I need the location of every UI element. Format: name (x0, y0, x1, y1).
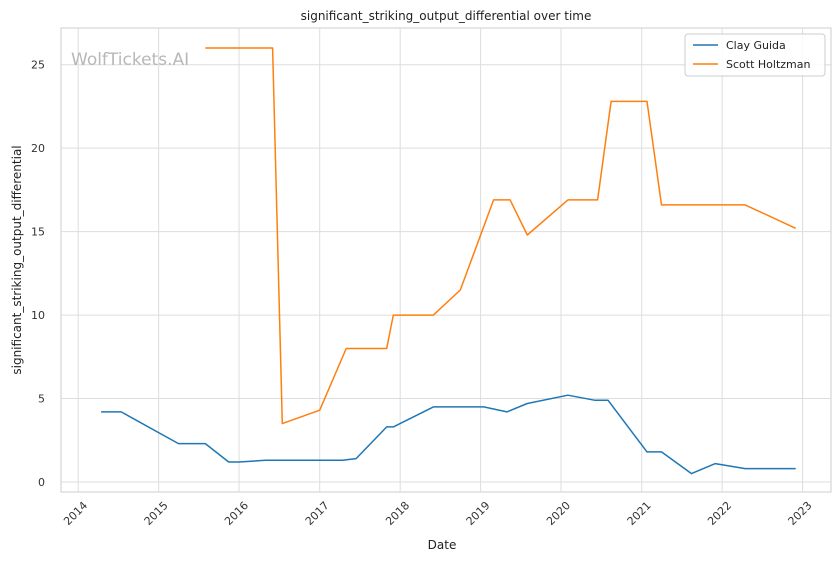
x-tick-label: 2023 (786, 499, 815, 528)
y-axis-title: significant_striking_output_differential (10, 145, 24, 374)
x-tick-label: 2014 (61, 499, 90, 528)
y-tick-labels: 0 5 10 15 20 25 (31, 59, 45, 489)
x-gridlines (77, 28, 804, 492)
x-tick-label: 2015 (142, 499, 171, 528)
series-line-scott-holtzman (205, 47, 797, 425)
watermark: WolfTickets.AI (71, 50, 189, 70)
x-tick-label: 2018 (383, 499, 412, 528)
x-tick-label: 2016 (222, 499, 251, 528)
x-tick-label: 2020 (544, 499, 573, 528)
x-tick-label: 2019 (464, 499, 493, 528)
y-tick-label: 15 (31, 226, 45, 239)
y-gridlines (61, 64, 831, 483)
x-tick-label: 2022 (705, 499, 734, 528)
legend: Clay Guida Scott Holtzman (684, 33, 826, 77)
x-tick-label: 2021 (625, 499, 654, 528)
legend-label-scott-holtzman: Scott Holtzman (726, 58, 810, 71)
legend-box (684, 33, 826, 77)
x-axis-title: Date (428, 538, 457, 552)
y-tick-label: 10 (31, 309, 45, 322)
y-tick-label: 5 (38, 393, 45, 406)
y-tick-label: 20 (31, 142, 45, 155)
x-tick-labels: 2014 2015 2016 2017 2018 2019 2020 2021 2022 2023 (61, 499, 814, 528)
series-layer (101, 47, 797, 475)
legend-label-clay-guida: Clay Guida (726, 39, 786, 52)
plot-background (60, 27, 832, 493)
chart-title: significant_striking_output_differential… (301, 9, 592, 23)
series-line-clay-guida (101, 394, 796, 475)
y-tick-label: 0 (38, 476, 45, 489)
y-tick-label: 25 (31, 59, 45, 72)
x-tick-label: 2017 (303, 499, 332, 528)
